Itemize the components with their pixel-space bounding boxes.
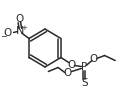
- Text: N: N: [16, 26, 25, 36]
- Text: −: −: [0, 32, 6, 41]
- Text: +: +: [22, 24, 28, 31]
- Text: O: O: [15, 13, 23, 24]
- Text: O: O: [64, 68, 72, 77]
- Text: S: S: [81, 79, 87, 89]
- Text: O: O: [4, 27, 12, 38]
- Text: O: O: [90, 54, 98, 63]
- Text: P: P: [81, 63, 87, 73]
- Text: O: O: [67, 59, 76, 70]
